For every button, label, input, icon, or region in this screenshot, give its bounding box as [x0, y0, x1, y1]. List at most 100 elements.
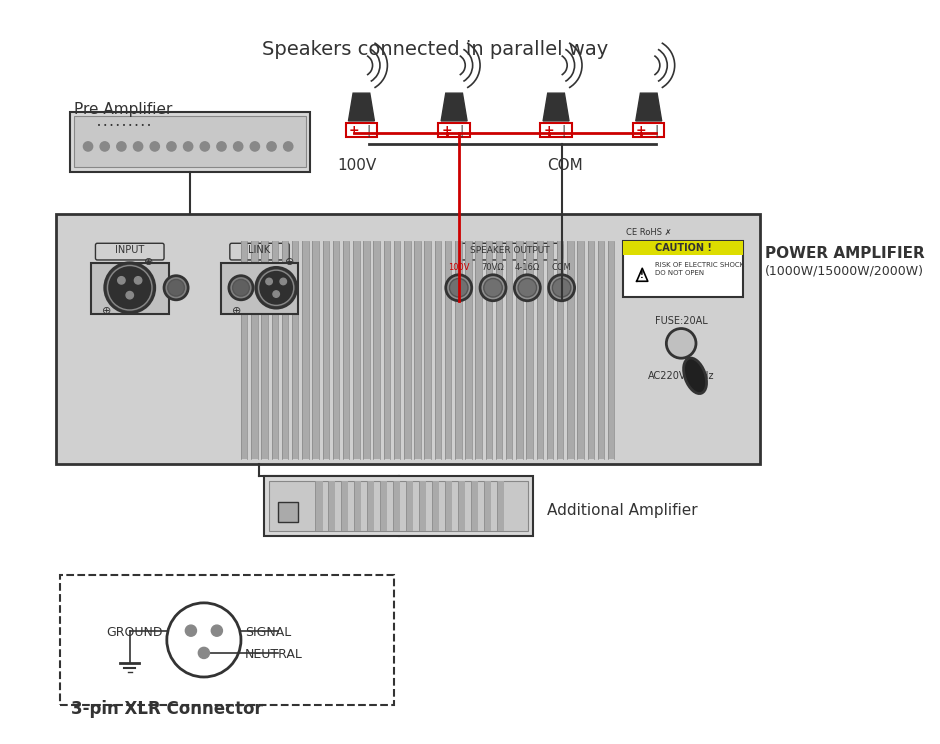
Text: COM: COM — [547, 158, 583, 173]
Bar — [302, 241, 308, 459]
Bar — [598, 241, 604, 459]
Polygon shape — [543, 93, 569, 121]
Bar — [516, 241, 523, 459]
Circle shape — [273, 291, 279, 298]
Bar — [346, 123, 377, 137]
Bar — [506, 241, 512, 459]
Circle shape — [166, 142, 176, 151]
Bar — [393, 481, 400, 531]
Text: CAUTION !: CAUTION ! — [654, 243, 712, 253]
Text: |: | — [460, 124, 463, 137]
Bar — [380, 481, 387, 531]
Bar — [322, 241, 329, 459]
Bar — [373, 241, 380, 459]
Circle shape — [518, 278, 537, 297]
Bar — [419, 481, 427, 531]
Bar — [445, 241, 451, 459]
Bar — [282, 241, 289, 459]
Text: LINK: LINK — [248, 246, 271, 255]
Bar — [431, 481, 439, 531]
Bar — [434, 241, 441, 459]
Bar — [91, 263, 168, 314]
Bar — [458, 481, 465, 531]
Bar — [292, 241, 298, 459]
Bar — [471, 481, 478, 531]
Bar — [264, 476, 533, 536]
Circle shape — [118, 277, 125, 284]
Bar — [425, 241, 431, 459]
Circle shape — [166, 603, 241, 677]
Text: ⊕: ⊕ — [144, 257, 153, 267]
Text: ⊕: ⊕ — [102, 306, 111, 315]
Bar — [540, 123, 572, 137]
Bar — [406, 481, 414, 531]
Circle shape — [280, 278, 287, 285]
Circle shape — [666, 329, 696, 358]
Bar — [445, 481, 452, 531]
Text: +: + — [543, 124, 554, 137]
Circle shape — [258, 270, 294, 305]
Text: +: + — [636, 124, 647, 137]
Bar — [363, 241, 369, 459]
Circle shape — [267, 142, 276, 151]
Circle shape — [100, 142, 109, 151]
Bar — [394, 241, 400, 459]
Text: NEUTRAL: NEUTRAL — [244, 648, 303, 661]
Bar — [70, 112, 310, 172]
Circle shape — [449, 278, 468, 297]
Text: SPEAKER OUTPUT: SPEAKER OUTPUT — [470, 246, 550, 255]
Bar — [312, 241, 319, 459]
Circle shape — [446, 275, 472, 301]
Bar — [353, 241, 360, 459]
Bar — [278, 502, 298, 522]
Circle shape — [133, 142, 143, 151]
Bar — [261, 241, 268, 459]
Circle shape — [107, 266, 152, 310]
Text: INPUT: INPUT — [115, 246, 145, 255]
Circle shape — [198, 647, 210, 658]
Bar — [60, 575, 394, 705]
Circle shape — [229, 276, 253, 300]
Bar — [557, 241, 563, 459]
Bar — [588, 241, 594, 459]
Circle shape — [514, 275, 540, 301]
Bar — [455, 241, 462, 459]
Circle shape — [480, 275, 506, 301]
Bar — [404, 241, 411, 459]
Circle shape — [553, 278, 571, 297]
Bar — [354, 481, 362, 531]
Bar — [343, 241, 350, 459]
Circle shape — [284, 142, 293, 151]
Bar — [484, 481, 492, 531]
Text: +: + — [442, 124, 452, 137]
Polygon shape — [635, 93, 662, 121]
Circle shape — [212, 625, 223, 636]
Bar — [496, 481, 504, 531]
Bar — [623, 241, 744, 255]
Circle shape — [250, 142, 259, 151]
Circle shape — [183, 142, 193, 151]
Circle shape — [484, 278, 502, 297]
Text: (1000W/15000W/2000W): (1000W/15000W/2000W) — [764, 265, 924, 278]
Circle shape — [232, 280, 249, 296]
Text: AC220V/50Hz: AC220V/50Hz — [648, 371, 714, 381]
Text: SIGNAL: SIGNAL — [244, 626, 290, 639]
Text: Pre Amplifier: Pre Amplifier — [74, 103, 173, 118]
Text: ⊕: ⊕ — [231, 306, 241, 315]
Circle shape — [104, 263, 155, 312]
Bar — [272, 241, 278, 459]
Bar — [384, 241, 390, 459]
Text: GROUND: GROUND — [106, 626, 164, 639]
Circle shape — [150, 142, 160, 151]
Bar — [476, 241, 482, 459]
Text: 3-pin XLR Connector: 3-pin XLR Connector — [71, 700, 263, 718]
Bar — [547, 241, 554, 459]
Circle shape — [164, 276, 188, 300]
Bar — [269, 481, 528, 531]
Bar — [315, 481, 322, 531]
Bar — [633, 123, 665, 137]
Text: RISK OF ELECTRIC SHOCK
DO NOT OPEN: RISK OF ELECTRIC SHOCK DO NOT OPEN — [655, 262, 744, 276]
Circle shape — [134, 277, 142, 284]
Bar — [438, 123, 470, 137]
Text: |: | — [561, 124, 566, 137]
